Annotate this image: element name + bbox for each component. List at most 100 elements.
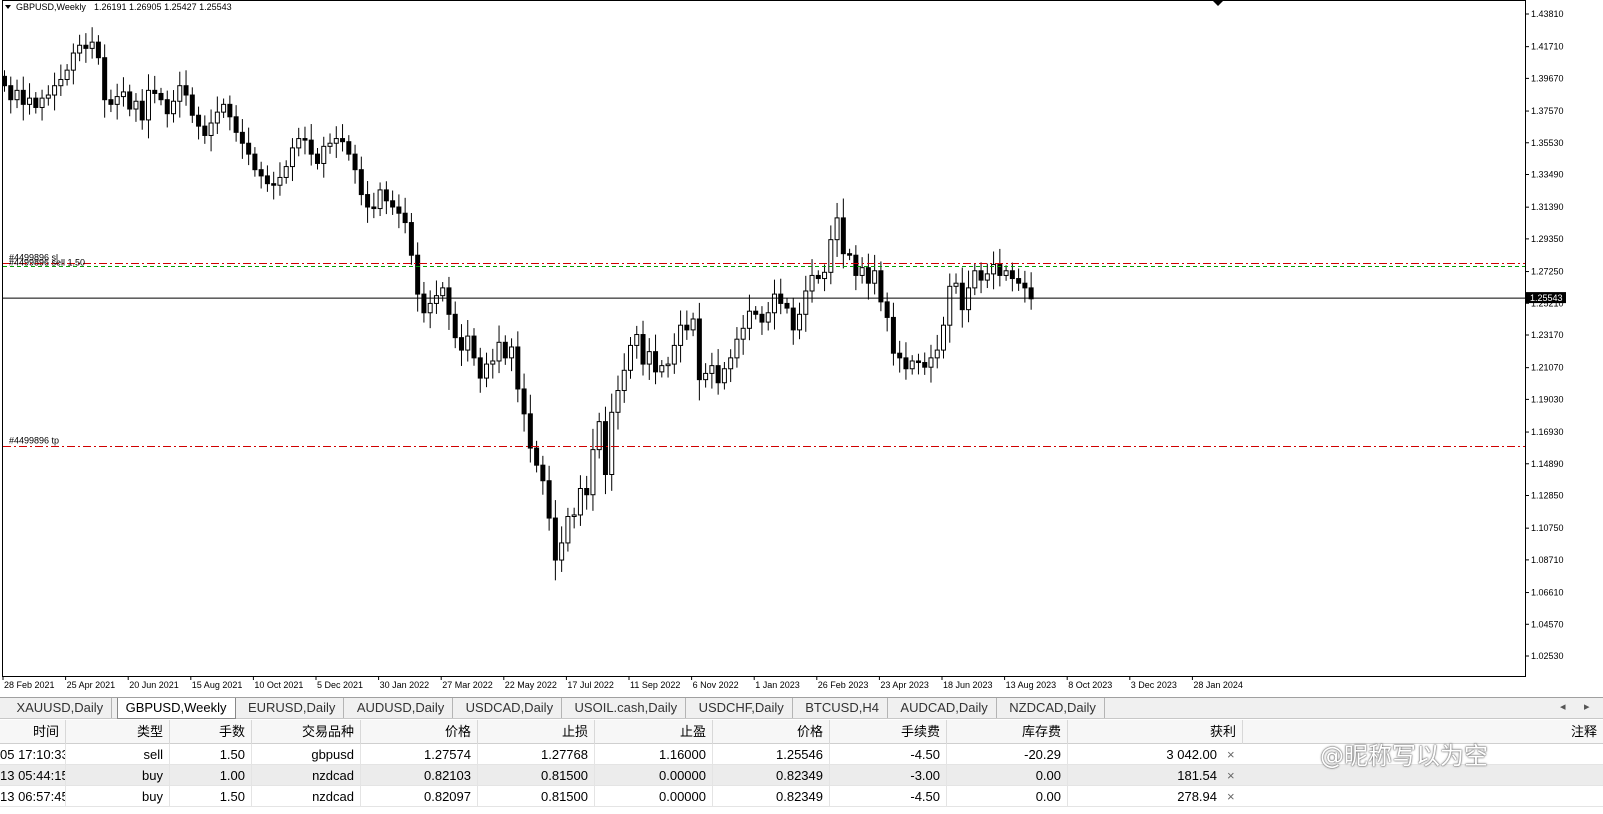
candle bbox=[252, 153, 258, 171]
candle bbox=[596, 421, 602, 451]
tab-usdchf-daily[interactable]: USDCHF,Daily bbox=[691, 698, 793, 718]
candle bbox=[14, 89, 20, 101]
cell-lots: 1.00 bbox=[170, 765, 252, 786]
tab-usoil-daily[interactable]: USOIL.cash,Daily bbox=[567, 698, 687, 718]
candle bbox=[158, 92, 164, 101]
cell-time: 13 05:44:15 bbox=[0, 765, 66, 786]
candle bbox=[371, 206, 377, 210]
candle bbox=[540, 464, 546, 482]
col-lots[interactable]: 手数 bbox=[170, 720, 252, 744]
candle bbox=[446, 287, 452, 315]
candle bbox=[690, 318, 696, 331]
x-tick-label: 1 Jan 2023 bbox=[755, 680, 800, 690]
y-tick-label: 1.35530 bbox=[1531, 138, 1564, 148]
col-type[interactable]: 类型 bbox=[66, 720, 170, 744]
candle bbox=[408, 222, 414, 256]
candle bbox=[646, 351, 652, 365]
candle bbox=[953, 282, 959, 287]
y-tick-label: 1.39670 bbox=[1531, 73, 1564, 83]
x-tick-label: 20 Jun 2021 bbox=[129, 680, 179, 690]
col-commission[interactable]: 手续费 bbox=[830, 720, 947, 744]
candle bbox=[296, 138, 302, 149]
candle bbox=[584, 488, 590, 496]
candle bbox=[145, 89, 151, 121]
candle bbox=[390, 200, 396, 208]
x-tick-label: 10 Oct 2021 bbox=[254, 680, 303, 690]
candle bbox=[534, 447, 540, 466]
candle bbox=[884, 301, 890, 318]
candle bbox=[221, 103, 227, 113]
candle bbox=[433, 295, 439, 304]
cell-symbol: nzdcad bbox=[252, 786, 361, 807]
col-cur-price[interactable]: 价格 bbox=[713, 720, 830, 744]
candle bbox=[108, 99, 114, 105]
trade-row[interactable]: 13 06:57:45 buy 1.50 nzdcad 0.82097 0.81… bbox=[0, 786, 1603, 807]
tab-gbpusd-weekly[interactable]: GBPUSD,Weekly bbox=[116, 698, 236, 719]
x-tick-label: 28 Jan 2024 bbox=[1193, 680, 1243, 690]
col-swap[interactable]: 库存费 bbox=[947, 720, 1068, 744]
tab-scroll-left-icon[interactable]: ◂ bbox=[1560, 701, 1566, 713]
candle bbox=[383, 189, 389, 202]
candle bbox=[102, 57, 108, 101]
col-profit[interactable]: 获利 bbox=[1068, 720, 1243, 744]
candle bbox=[822, 271, 828, 280]
candle bbox=[1003, 270, 1009, 276]
col-tp[interactable]: 止盈 bbox=[595, 720, 713, 744]
candle bbox=[427, 302, 433, 314]
tab-audcad-daily[interactable]: AUDCAD,Daily bbox=[892, 698, 997, 718]
candle bbox=[333, 138, 339, 144]
col-time[interactable]: 时间 bbox=[0, 720, 66, 744]
candle bbox=[352, 153, 358, 171]
close-position-icon[interactable]: × bbox=[1227, 768, 1235, 783]
candle bbox=[928, 357, 934, 368]
candle bbox=[740, 327, 746, 340]
x-tick-label: 17 Jul 2022 bbox=[567, 680, 614, 690]
watermark: @昵称写以为空 bbox=[1320, 742, 1488, 770]
x-tick-label: 26 Feb 2023 bbox=[818, 680, 869, 690]
tab-btcusd-h4[interactable]: BTCUSD,H4 bbox=[797, 698, 888, 718]
price-chart[interactable]: #4499896 sl #4499896 sell 1.50 #4499896 … bbox=[0, 0, 1603, 694]
trade-row[interactable]: 13 05:44:15 buy 1.00 nzdcad 0.82103 0.81… bbox=[0, 765, 1603, 786]
candle bbox=[1009, 270, 1015, 280]
candle bbox=[139, 100, 145, 121]
close-position-icon[interactable]: × bbox=[1227, 789, 1235, 804]
candle bbox=[396, 206, 402, 214]
candle bbox=[815, 274, 821, 280]
trade-row[interactable]: 05 17:10:33 sell 1.50 gbpusd 1.27574 1.2… bbox=[0, 744, 1603, 765]
tab-scroll-right-icon[interactable]: ▸ bbox=[1584, 701, 1590, 713]
candle bbox=[45, 94, 51, 99]
cell-lots: 1.50 bbox=[170, 786, 252, 807]
dropdown-triangle-icon[interactable] bbox=[5, 5, 11, 9]
tab-usdcad-daily[interactable]: USDCAD,Daily bbox=[458, 698, 563, 718]
candle bbox=[715, 365, 721, 384]
candle bbox=[859, 267, 865, 276]
candle bbox=[327, 142, 333, 147]
tab-eurusd-daily[interactable]: EURUSD,Daily bbox=[240, 698, 345, 718]
close-position-icon[interactable]: × bbox=[1227, 747, 1235, 762]
col-sl[interactable]: 止损 bbox=[478, 720, 595, 744]
cell-type: buy bbox=[66, 765, 170, 786]
chart-shift-marker-icon[interactable] bbox=[1212, 0, 1224, 6]
candle bbox=[947, 285, 953, 326]
x-tick-label: 27 Mar 2022 bbox=[442, 680, 493, 690]
candle bbox=[202, 125, 208, 136]
col-comment[interactable]: 注释 bbox=[1570, 724, 1597, 739]
plot-frame bbox=[2, 0, 1526, 677]
candle bbox=[20, 89, 26, 105]
candle bbox=[922, 362, 928, 368]
y-tick-label: 1.19030 bbox=[1531, 394, 1564, 404]
tab-nzdcad-daily[interactable]: NZDCAD,Daily bbox=[1001, 698, 1105, 718]
candle bbox=[120, 91, 126, 98]
chart-canvas[interactable]: #4499896 sl #4499896 sell 1.50 #4499896 … bbox=[0, 0, 1603, 694]
tab-audusd-daily[interactable]: AUDUSD,Daily bbox=[349, 698, 454, 718]
candle bbox=[853, 254, 859, 276]
col-symbol[interactable]: 交易品种 bbox=[252, 720, 361, 744]
tab-xauusd-daily[interactable]: XAUUSD,Daily bbox=[8, 698, 113, 718]
cell-price: 0.82097 bbox=[361, 786, 478, 807]
col-price[interactable]: 价格 bbox=[361, 720, 478, 744]
candle bbox=[684, 324, 690, 331]
candle bbox=[552, 517, 558, 561]
y-tick-label: 1.21070 bbox=[1531, 363, 1564, 373]
x-tick-label: 8 Oct 2023 bbox=[1068, 680, 1112, 690]
y-tick-label: 1.23170 bbox=[1531, 330, 1564, 340]
